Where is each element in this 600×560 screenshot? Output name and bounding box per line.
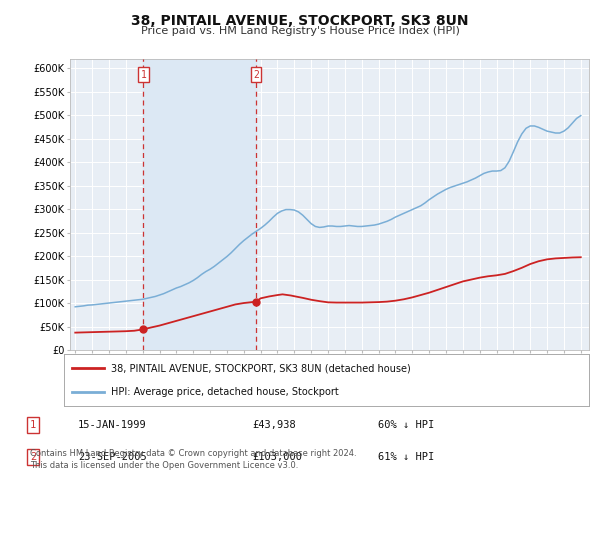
- Text: £43,938: £43,938: [252, 420, 296, 430]
- Text: 38, PINTAIL AVENUE, STOCKPORT, SK3 8UN: 38, PINTAIL AVENUE, STOCKPORT, SK3 8UN: [131, 14, 469, 28]
- Text: HPI: Average price, detached house, Stockport: HPI: Average price, detached house, Stoc…: [112, 387, 339, 397]
- Bar: [143, 59, 256, 350]
- Text: 2: 2: [30, 452, 36, 462]
- Text: Contains HM Land Registry data © Crown copyright and database right 2024.: Contains HM Land Registry data © Crown c…: [30, 449, 356, 458]
- Text: This data is licensed under the Open Government Licence v3.0.: This data is licensed under the Open Gov…: [30, 461, 298, 470]
- Text: 15-JAN-1999: 15-JAN-1999: [78, 420, 147, 430]
- Text: 1: 1: [140, 70, 146, 80]
- Text: 60% ↓ HPI: 60% ↓ HPI: [378, 420, 434, 430]
- Text: 2: 2: [253, 70, 259, 80]
- Text: 38, PINTAIL AVENUE, STOCKPORT, SK3 8UN (detached house): 38, PINTAIL AVENUE, STOCKPORT, SK3 8UN (…: [112, 363, 411, 374]
- Text: £103,000: £103,000: [252, 452, 302, 462]
- Text: 61% ↓ HPI: 61% ↓ HPI: [378, 452, 434, 462]
- Text: Price paid vs. HM Land Registry's House Price Index (HPI): Price paid vs. HM Land Registry's House …: [140, 26, 460, 36]
- Text: 23-SEP-2005: 23-SEP-2005: [78, 452, 147, 462]
- Text: 1: 1: [30, 420, 36, 430]
